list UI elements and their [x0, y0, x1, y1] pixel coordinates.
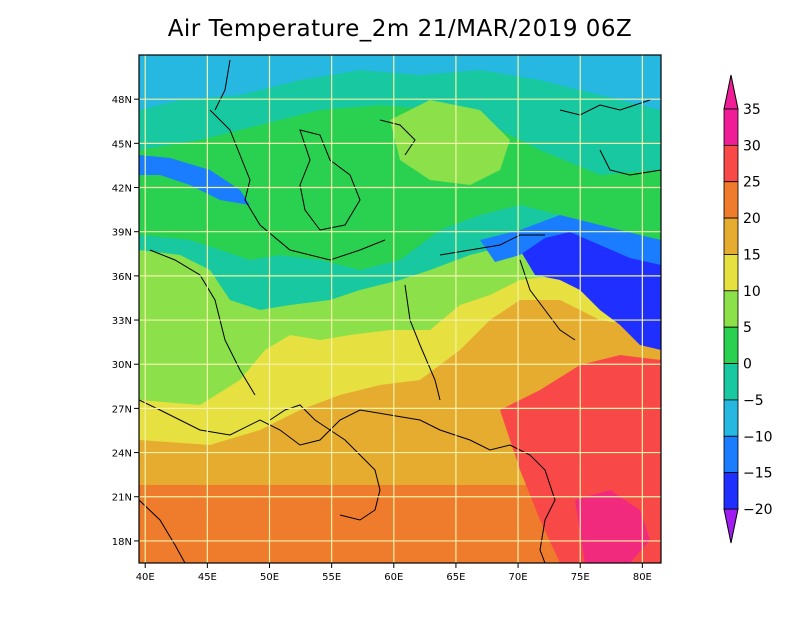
colorbar-segment	[723, 399, 739, 437]
graticule	[139, 55, 661, 563]
tick-label-x: 65E	[446, 572, 465, 583]
colorbar-label: 5	[743, 320, 752, 336]
colorbar-label: −15	[743, 466, 773, 482]
tick-label-x: 75E	[571, 572, 590, 583]
plot-title: Air Temperature_2m 21/MAR/2019 06Z	[167, 16, 633, 42]
colorbar-label: 30	[743, 138, 761, 154]
tick-label-x: 70E	[509, 572, 528, 583]
map-frame	[138, 54, 662, 564]
caucasus-cold	[139, 155, 250, 205]
coastlines-borders	[139, 59, 661, 563]
tick-label-x: 80E	[633, 572, 652, 583]
colorbar-label: 15	[743, 247, 761, 263]
cold-region	[520, 225, 661, 350]
tick-label-x: 55E	[322, 572, 341, 583]
tick-label-y: 36N	[112, 272, 132, 283]
colorbar-label: −10	[743, 429, 773, 445]
colorbar-segment	[723, 254, 739, 292]
colorbar-label: 10	[743, 284, 761, 300]
map-panel	[139, 55, 661, 563]
colorbar-under-triangle	[723, 508, 739, 544]
colorbar-label: 35	[743, 102, 761, 118]
tick-label-y: 39N	[112, 228, 132, 239]
tick-label-x: 60E	[384, 572, 403, 583]
tick-label-y: 18N	[112, 537, 132, 548]
tick-label-y: 33N	[112, 316, 132, 327]
tick-label-x: 50E	[260, 572, 279, 583]
colorbar-label: 25	[743, 175, 761, 191]
tick-label-y: 48N	[112, 95, 132, 106]
colorbar-segment	[723, 435, 739, 474]
tick-label-y: 45N	[112, 139, 132, 150]
colorbar-segment	[723, 472, 739, 510]
colorbar-segment	[723, 363, 739, 401]
colorbar-segment	[723, 290, 739, 328]
south-extreme	[575, 490, 650, 563]
colorbar-segment	[723, 144, 739, 183]
tick-label-y: 30N	[112, 360, 132, 371]
colorbar-label: −20	[743, 502, 773, 518]
axis-ticks: 40E 45E 50E 55E 60E 65E 70E 75E 80E 18N 21N 24N 27N 3…	[112, 95, 652, 583]
colorbar-segment	[723, 108, 739, 146]
tick-label-x: 40E	[136, 572, 155, 583]
colorbar-segment	[723, 181, 739, 219]
tick-label-x: 45E	[198, 572, 217, 583]
kazakh-mild	[390, 100, 510, 185]
colorbar-label: 20	[743, 211, 761, 227]
colorbar-label: −5	[743, 393, 764, 409]
colorbar-segment	[723, 217, 739, 255]
tick-label-y: 24N	[112, 449, 132, 460]
colorbar-segment	[723, 326, 739, 364]
tick-label-y: 27N	[112, 404, 132, 415]
colorbar-label: 0	[743, 357, 752, 373]
tick-label-y: 42N	[112, 184, 132, 195]
tick-label-y: 21N	[112, 493, 132, 504]
colorbar-over-triangle	[723, 74, 739, 110]
colorbar: 35 30 25 20 15 10 5 0 −5 −10 −15 −20	[723, 74, 773, 544]
